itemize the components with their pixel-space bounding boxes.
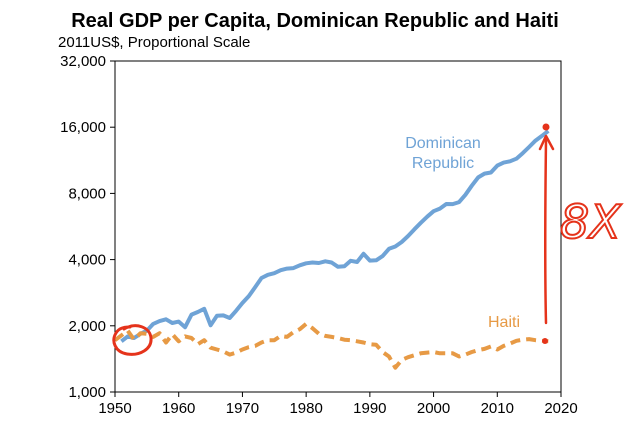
red-dot-dominican-end [542, 123, 550, 131]
red-arrow-head [538, 134, 555, 151]
y-tick-label: 32,000 [60, 53, 106, 70]
y-tick-label: 16,000 [60, 119, 106, 136]
chart-title: Real GDP per Capita, Dominican Republic … [71, 10, 559, 32]
x-tick-label: 1990 [353, 400, 386, 417]
series-line-haiti [113, 321, 549, 370]
series-labels: Dominican Republic Haiti [405, 135, 520, 331]
red-circle-mark [112, 324, 153, 356]
y-tick-label: 4,000 [68, 252, 106, 269]
annotation-8x-text: 8X [560, 195, 622, 249]
x-tick-label: 1960 [162, 400, 195, 417]
y-tick-label: 2,000 [68, 318, 106, 335]
x-tick-label: 1980 [289, 400, 322, 417]
y-tick-label: 1,000 [68, 384, 106, 401]
series-line-dominican-republic [120, 129, 550, 343]
plot-frame [114, 60, 562, 393]
red-dot-haiti-end [542, 338, 548, 344]
chart-subtitle: 2011US$, Proportional Scale [58, 34, 251, 51]
axes: 1,000 2,000 4,000 8,000 16,000 32,000 1950 1960… [60, 53, 578, 417]
series-layer [113, 129, 550, 370]
series-label-haiti: Haiti [488, 314, 520, 331]
red-arrow-shaft [544, 138, 548, 325]
y-tick-label: 8,000 [68, 185, 106, 202]
handwritten-annotation: 8X [112, 123, 623, 356]
x-tick-label: 1970 [226, 400, 259, 417]
series-label-dominican-republic: Dominican Republic [405, 135, 481, 172]
x-tick-label: 1950 [98, 400, 131, 417]
x-tick-label: 2010 [481, 400, 514, 417]
x-tick-label: 2000 [417, 400, 450, 417]
x-tick-label: 2020 [544, 400, 577, 417]
